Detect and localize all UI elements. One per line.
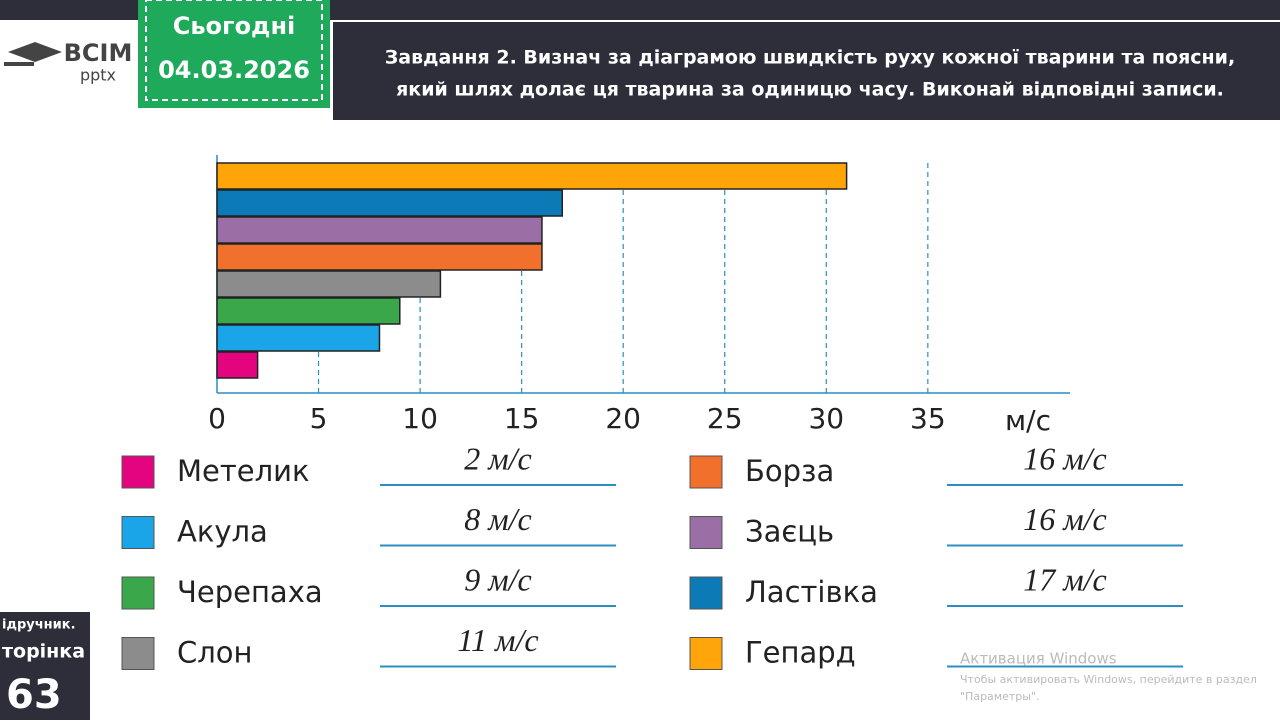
logo-sub: pptx bbox=[80, 66, 116, 85]
x-tick-label: 10 bbox=[402, 402, 438, 435]
legend-label: Ластівка bbox=[745, 575, 878, 609]
x-tick-label: 35 bbox=[910, 402, 946, 435]
bar bbox=[216, 162, 848, 190]
watermark: Активация Windows bbox=[960, 650, 1117, 668]
legend-swatch bbox=[121, 455, 155, 489]
legend-swatch bbox=[689, 516, 723, 549]
bar bbox=[216, 243, 543, 271]
legend-swatch bbox=[121, 576, 155, 610]
date-border bbox=[145, 0, 323, 101]
legend-swatch bbox=[689, 455, 723, 489]
legend-label: Гепард bbox=[745, 636, 856, 670]
value-label: 16 м/с bbox=[1023, 440, 1107, 476]
legend-label: Заєць bbox=[745, 515, 834, 549]
page-ref: торінка bbox=[2, 641, 85, 663]
logo-icon bbox=[4, 62, 34, 66]
legend-swatch bbox=[689, 576, 723, 610]
x-tick-label: 0 bbox=[208, 402, 226, 435]
date: 04.03.2026 bbox=[158, 56, 310, 84]
legend-label: Слон bbox=[177, 636, 253, 670]
page-number: 63 bbox=[6, 672, 62, 718]
value-label: 9 м/с bbox=[464, 561, 532, 597]
value-label: 17 м/с bbox=[1023, 561, 1107, 597]
x-tick-label: 25 bbox=[707, 402, 743, 435]
logo-icon bbox=[8, 42, 62, 62]
legend-swatch bbox=[121, 516, 155, 549]
bar bbox=[216, 216, 543, 244]
x-tick-label: 15 bbox=[504, 402, 540, 435]
page-ref: ідручник. bbox=[2, 618, 76, 633]
legend-label: Борза bbox=[745, 454, 834, 488]
x-tick-label: 20 bbox=[605, 402, 641, 435]
page-ref-box bbox=[0, 612, 90, 720]
date-label: Сьогодні bbox=[173, 12, 296, 40]
task-box bbox=[333, 22, 1280, 120]
bar bbox=[216, 270, 442, 298]
value-label: 11 м/с bbox=[457, 622, 538, 658]
legend-swatch bbox=[689, 637, 723, 670]
legend-swatch bbox=[121, 637, 155, 670]
value-label: 8 м/с bbox=[464, 501, 532, 537]
bar bbox=[216, 297, 401, 325]
bar bbox=[216, 189, 564, 217]
task-line: який шлях долає ця тварина за одиницю ча… bbox=[396, 79, 1224, 101]
bar bbox=[216, 351, 259, 379]
legend-label: Черепаха bbox=[177, 575, 323, 609]
watermark: Чтобы активировать Windows, перейдите в … bbox=[960, 673, 1257, 686]
task-line: Завдання 2. Визнач за діаграмою швидкіст… bbox=[385, 47, 1235, 69]
x-tick-label: 5 bbox=[310, 402, 328, 435]
chart: 0 5 10 15 20 25 30 35 м/с Метелик 2 м/с Акула 8 м/с Ч… bbox=[121, 155, 1183, 670]
bar bbox=[216, 324, 381, 352]
legend-label: Метелик bbox=[177, 454, 310, 488]
x-axis-label: м/с bbox=[1005, 404, 1051, 437]
x-tick-label: 30 bbox=[808, 402, 844, 435]
value-label: 2 м/с bbox=[464, 440, 532, 476]
legend-label: Акула bbox=[177, 515, 268, 549]
logo: ВСІМ pptx bbox=[4, 39, 132, 85]
date-box bbox=[138, 0, 330, 108]
logo-brand: ВСІМ bbox=[64, 39, 133, 67]
watermark: "Параметры". bbox=[960, 690, 1040, 703]
value-label: 16 м/с bbox=[1023, 501, 1107, 537]
